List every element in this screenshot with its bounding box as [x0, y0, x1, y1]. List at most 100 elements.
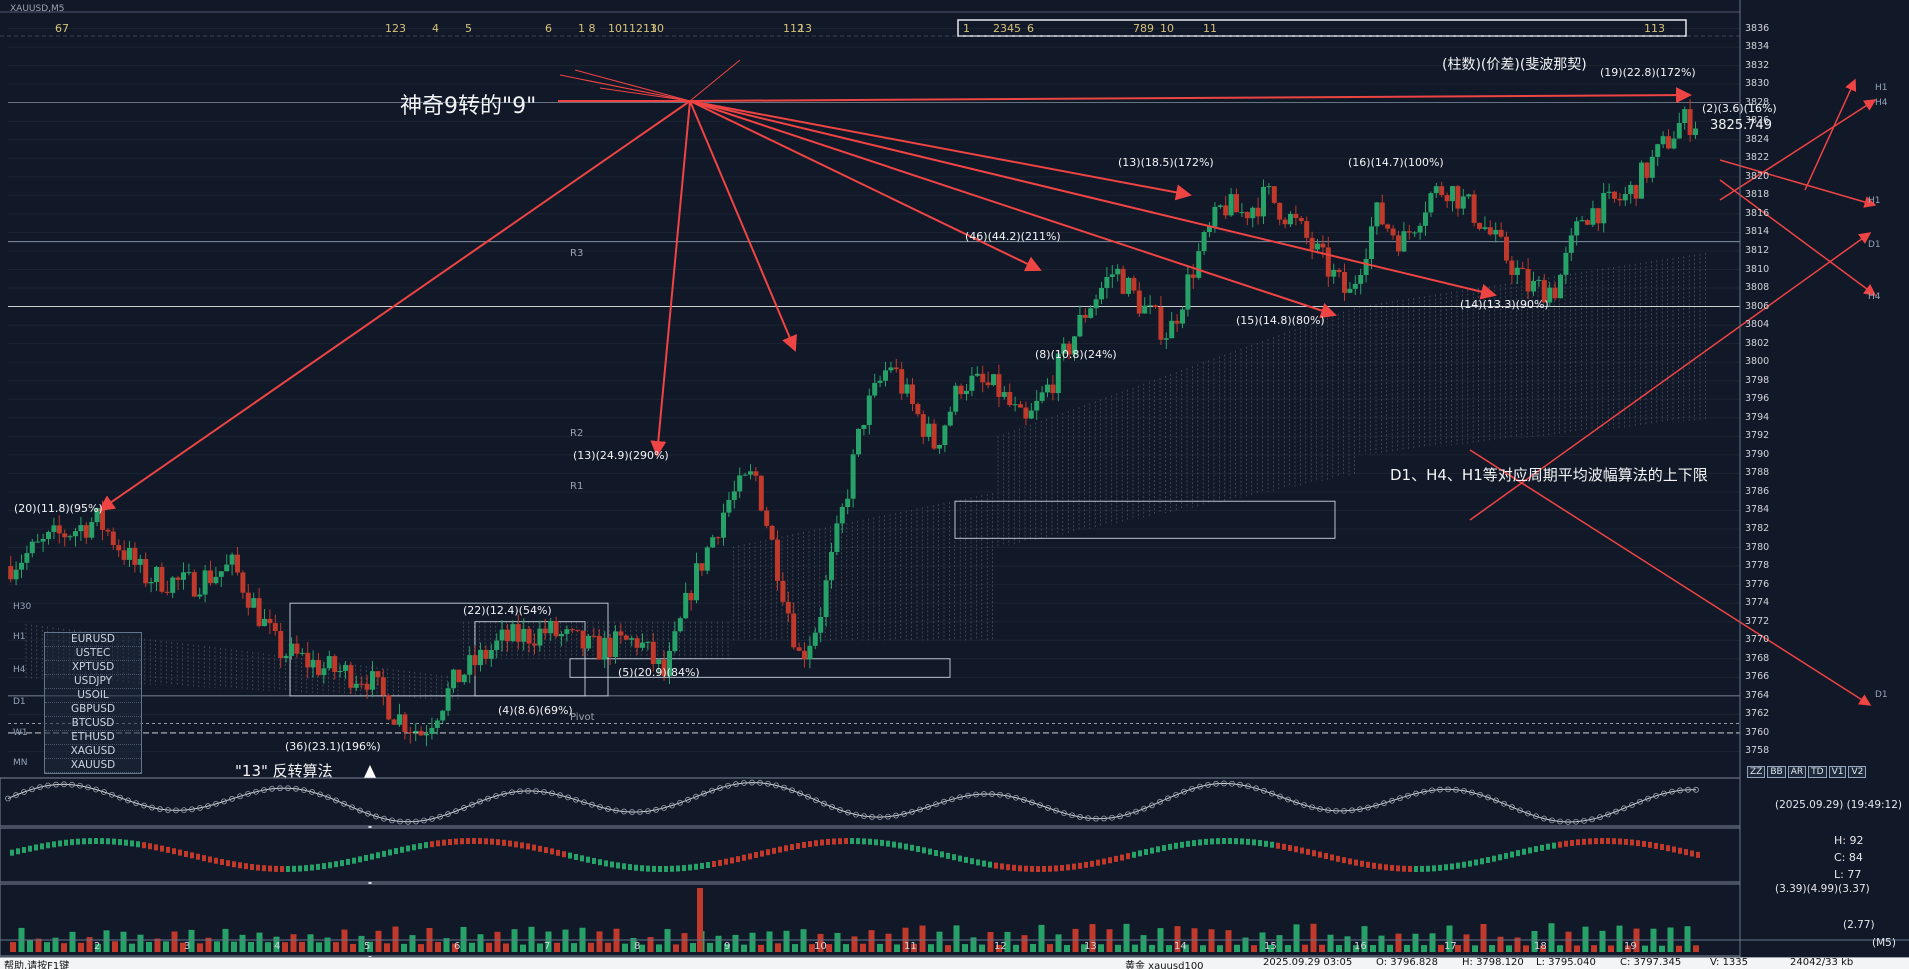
candle [613, 625, 618, 664]
symbol-item[interactable]: XAUUSD [45, 759, 141, 773]
candle [148, 577, 154, 593]
candle [1606, 183, 1612, 200]
candle [775, 530, 780, 591]
price-tick: 3788 [1745, 467, 1770, 479]
candle [51, 517, 57, 540]
candle [1552, 282, 1558, 301]
symbol-item[interactable]: ETHUSD [45, 731, 141, 745]
candle [1401, 222, 1407, 253]
annotation-arrow [650, 100, 691, 457]
candle [591, 628, 597, 639]
candle [748, 464, 753, 480]
indicator-button[interactable]: TD [1808, 766, 1827, 778]
candle [413, 723, 419, 742]
day-tick: 8 [634, 941, 641, 952]
candle [397, 703, 402, 727]
candle [1450, 185, 1455, 212]
candle [586, 633, 591, 651]
right-period-label: H1 [1868, 196, 1881, 206]
symbol-item[interactable]: GBPUSD [45, 703, 141, 717]
indicator-button[interactable]: AR [1787, 766, 1807, 778]
candle [1250, 206, 1256, 228]
candle [704, 545, 710, 575]
candle [29, 538, 35, 558]
symbol-item[interactable]: EURUSD [45, 633, 141, 647]
candle [1142, 297, 1148, 314]
candle [1217, 204, 1223, 209]
candle [456, 669, 462, 683]
candle [1504, 231, 1509, 264]
candle [1660, 131, 1666, 149]
candle [677, 616, 683, 633]
candle [1088, 305, 1094, 319]
candle [807, 636, 813, 669]
candle [1487, 220, 1493, 236]
price-tick: 3796 [1745, 393, 1770, 405]
candle [1196, 243, 1202, 280]
candle [1412, 231, 1418, 238]
sequence-number: 4 [432, 22, 439, 35]
candle [175, 576, 181, 591]
candle [1045, 378, 1050, 398]
candle [607, 634, 613, 665]
annotation-arrow [689, 100, 1337, 319]
candle [958, 383, 964, 399]
sequence-number: 1 [963, 22, 970, 35]
symbol-item[interactable]: BTCUSD [45, 717, 141, 731]
price-tick: 3772 [1745, 615, 1770, 627]
symbol-item[interactable]: USDJPY [45, 675, 141, 689]
symbol-item[interactable]: XAGUSD [45, 745, 141, 759]
annotation-arrow [689, 100, 1497, 300]
price-tick: 3774 [1745, 597, 1770, 609]
candle [229, 552, 235, 576]
candle [1104, 267, 1110, 299]
annotation-arrow [689, 87, 1692, 104]
price-tick: 3832 [1745, 59, 1770, 71]
candle [1595, 207, 1601, 231]
right-period-label: D1 [1875, 690, 1888, 700]
symbol-item[interactable]: USTEC [45, 647, 141, 661]
candle [1244, 211, 1250, 226]
price-tick: 3800 [1745, 356, 1770, 368]
candle [650, 633, 656, 672]
candle [791, 602, 797, 650]
indicator-button[interactable]: BB [1767, 766, 1786, 778]
candle [1126, 276, 1131, 297]
indicator-button[interactable]: V2 [1848, 766, 1867, 778]
candle [1050, 375, 1056, 401]
candle [251, 592, 257, 609]
candle [937, 444, 942, 454]
indicator-buttons: ZZ BB AR TD V1 V2 [1747, 766, 1867, 778]
candle [969, 367, 975, 397]
day-tick: 5 [364, 941, 371, 952]
candle [1428, 191, 1434, 218]
left-period-label: H4 [13, 665, 26, 675]
candle [564, 625, 570, 642]
candle [829, 542, 834, 589]
candle [1325, 236, 1331, 287]
hcl-close: C: 84 [1834, 851, 1863, 864]
wave-label: (15)(14.8)(80%) [1236, 314, 1325, 327]
price-tick: 3784 [1745, 504, 1770, 516]
candle [839, 503, 845, 534]
candle [321, 662, 327, 684]
indicator-button[interactable]: V1 [1828, 766, 1847, 778]
symbol-item[interactable]: USOIL [45, 689, 141, 703]
candle [1342, 263, 1347, 302]
candle [472, 645, 478, 676]
candle [1385, 223, 1391, 232]
symbol-item[interactable]: XPTUSD [45, 661, 141, 675]
candle [1541, 273, 1547, 303]
volume-small: (2.77) [1843, 919, 1875, 931]
candle [110, 527, 116, 550]
candle [1304, 216, 1310, 245]
candle [888, 361, 894, 374]
sequence-number: 11 [1203, 22, 1217, 35]
price-tick: 3760 [1745, 726, 1770, 738]
candle [1147, 295, 1153, 315]
price-tick: 3776 [1745, 578, 1770, 590]
candle [1671, 131, 1677, 150]
sequence-number: 6 [545, 22, 552, 35]
indicator-button[interactable]: ZZ [1747, 766, 1766, 778]
candle [1331, 263, 1337, 284]
